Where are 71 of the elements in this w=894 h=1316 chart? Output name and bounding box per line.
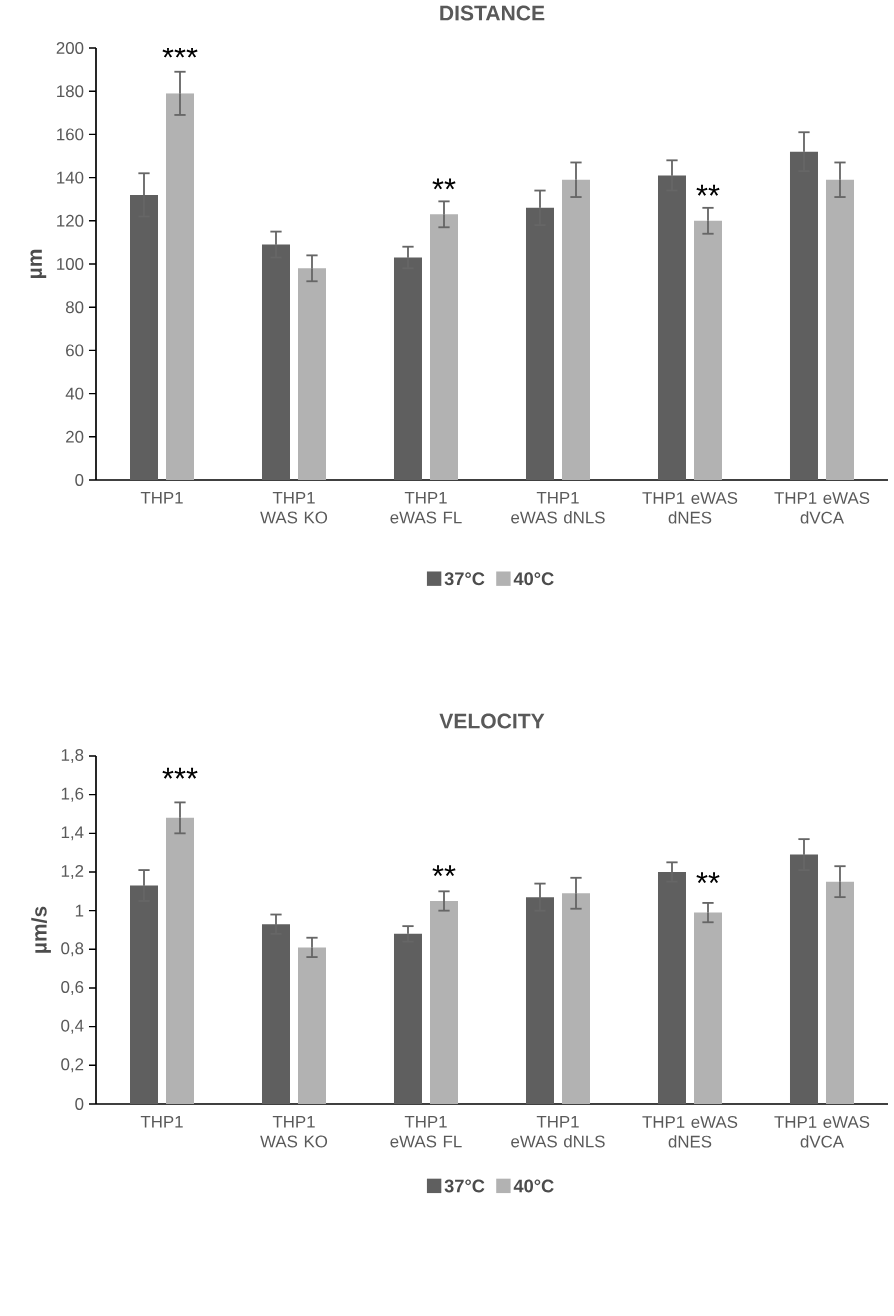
y-tick-label: 0,8 bbox=[61, 942, 84, 957]
annotation: ** bbox=[696, 872, 720, 884]
x-tick-label: THP1 WAS KO bbox=[260, 1116, 328, 1148]
bar bbox=[789, 151, 818, 480]
bar bbox=[657, 175, 686, 480]
x-tick-label: THP1 eWAS dNLS bbox=[511, 1116, 605, 1148]
y-tick-label: 100 bbox=[57, 258, 84, 270]
annotation: ** bbox=[432, 178, 456, 190]
x-tick-label: THP1 WAS KO bbox=[260, 492, 328, 524]
y-tick-label: 180 bbox=[57, 85, 84, 98]
y-tick-label: 80 bbox=[65, 301, 84, 314]
y-tick-label: 1,8 bbox=[61, 749, 84, 763]
bar bbox=[394, 257, 422, 480]
y-tick-label: 1,6 bbox=[61, 787, 84, 802]
x-tick-label: THP1 bbox=[140, 492, 183, 504]
bar bbox=[297, 268, 326, 480]
x-tick-label: THP1 eWAS dNES bbox=[642, 492, 738, 524]
annotation: ** bbox=[432, 865, 456, 877]
legend-label: 40°C bbox=[513, 1179, 554, 1193]
bar bbox=[526, 897, 554, 1104]
legend-label: 37°C bbox=[444, 572, 485, 586]
y-tick-label: 40 bbox=[65, 387, 84, 400]
bar bbox=[526, 207, 554, 480]
y-tick-label: 160 bbox=[57, 128, 84, 141]
bar bbox=[825, 881, 854, 1104]
y-tick-label: 60 bbox=[66, 344, 84, 357]
bar bbox=[825, 179, 854, 480]
bar bbox=[789, 854, 818, 1104]
bar bbox=[657, 872, 686, 1104]
bar bbox=[261, 244, 290, 480]
annotation: ** bbox=[696, 184, 720, 196]
y-tick-label: 20 bbox=[66, 430, 84, 443]
x-tick-label: THP1 eWAS dVCA bbox=[774, 492, 870, 524]
y-tick-label: 0,4 bbox=[61, 1019, 84, 1034]
y-tick-label: 1,2 bbox=[61, 865, 84, 879]
bar bbox=[166, 93, 194, 480]
bar bbox=[130, 885, 158, 1104]
x-tick-label: THP1 eWAS FL bbox=[390, 1116, 462, 1148]
y-tick-label: 200 bbox=[56, 42, 84, 54]
x-tick-label: THP1 bbox=[140, 1116, 183, 1128]
y-tick-label: 120 bbox=[57, 214, 84, 227]
x-tick-label: THP1 eWAS dNES bbox=[642, 1116, 738, 1148]
y-tick-label: 0 bbox=[75, 474, 84, 486]
x-tick-label: THP1 eWAS FL bbox=[390, 492, 462, 524]
bar bbox=[394, 933, 422, 1104]
bar bbox=[430, 901, 458, 1104]
bar bbox=[562, 893, 590, 1104]
annotation: *** bbox=[162, 767, 198, 779]
bar bbox=[693, 912, 722, 1104]
y-tick-label: 1 bbox=[75, 904, 84, 917]
bar bbox=[297, 947, 326, 1104]
x-tick-label: THP1 eWAS dVCA bbox=[774, 1116, 870, 1148]
legend-label: 37°C bbox=[444, 1179, 485, 1193]
legend-label: 40°C bbox=[513, 572, 554, 586]
annotation: *** bbox=[162, 46, 198, 58]
x-tick-label: THP1 eWAS dNLS bbox=[511, 492, 605, 524]
chart-title: DISTANCE bbox=[440, 5, 545, 21]
y-tick-label: 140 bbox=[57, 171, 84, 184]
y-tick-label: 0,6 bbox=[61, 981, 84, 995]
bar bbox=[430, 214, 458, 480]
bar bbox=[562, 179, 590, 480]
y-axis-title: µm/s bbox=[31, 906, 51, 953]
bar bbox=[261, 924, 290, 1104]
y-tick-label: 1,4 bbox=[61, 826, 84, 841]
y-tick-label: 0,2 bbox=[61, 1058, 84, 1073]
bar bbox=[130, 194, 158, 480]
y-axis-title: µm bbox=[30, 249, 47, 279]
y-tick-label: 0 bbox=[75, 1098, 84, 1110]
bar bbox=[166, 817, 194, 1104]
bar bbox=[693, 220, 722, 480]
chart-title: VELOCITY bbox=[439, 713, 545, 729]
